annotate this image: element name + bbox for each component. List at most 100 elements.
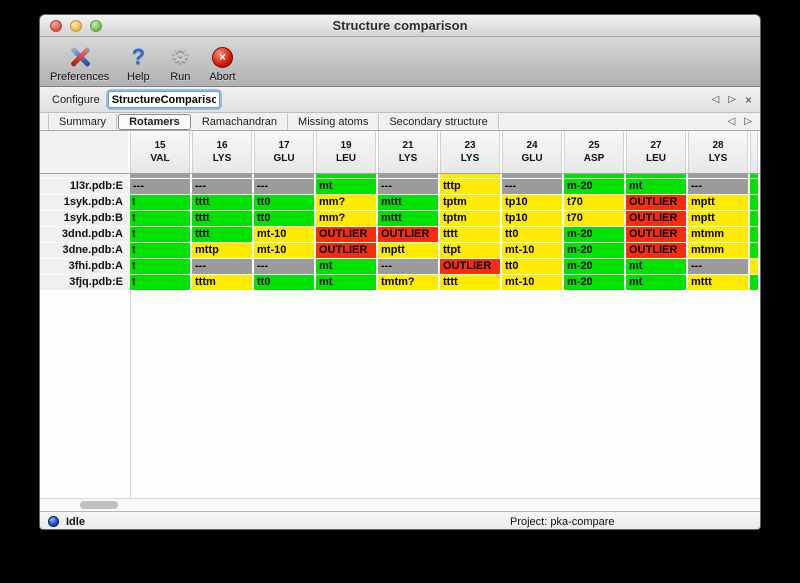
- rotamer-cell[interactable]: ---: [688, 259, 748, 274]
- tab-summary[interactable]: Summary: [48, 113, 118, 130]
- rotamer-cell[interactable]: ---: [378, 179, 438, 194]
- rotamer-cell[interactable]: mt-10: [502, 243, 562, 258]
- rotamer-cell[interactable]: mttt: [378, 211, 438, 226]
- tabs-back-arrow-icon[interactable]: ◁: [727, 115, 736, 127]
- rotamer-cell[interactable]: t: [130, 211, 190, 226]
- column-header[interactable]: 23 LYS: [440, 131, 500, 173]
- rotamer-cell[interactable]: ttpt: [440, 243, 500, 258]
- tab-rotamers[interactable]: Rotamers: [118, 113, 191, 130]
- rotamer-cell[interactable]: mt: [316, 275, 376, 290]
- rotamer-cell[interactable]: t70: [564, 211, 624, 226]
- pane-forward-arrow-icon[interactable]: ▷: [728, 93, 736, 105]
- rotamer-cell[interactable]: tt0: [502, 259, 562, 274]
- rotamer-cell[interactable]: tttt: [192, 195, 252, 210]
- rotamer-cell[interactable]: mt: [316, 259, 376, 274]
- column-header[interactable]: 19 LEU: [316, 131, 376, 173]
- column-header[interactable]: 27 LEU: [626, 131, 686, 173]
- rotamer-cell[interactable]: ---: [130, 179, 190, 194]
- row-label[interactable]: 3dnd.pdb:A: [40, 227, 128, 242]
- rotamer-cell[interactable]: tp10: [502, 211, 562, 226]
- tab-secondary-structure[interactable]: Secondary structure: [379, 113, 499, 130]
- row-label[interactable]: 3fjq.pdb:E: [40, 275, 128, 290]
- column-header[interactable]: 15 VAL: [130, 131, 190, 173]
- rotamer-cell[interactable]: mm?: [316, 211, 376, 226]
- column-header[interactable]: 24 GLU: [502, 131, 562, 173]
- rotamer-cell[interactable]: tttt: [192, 211, 252, 226]
- pane-close-icon[interactable]: ×: [744, 92, 752, 107]
- rotamer-cell[interactable]: t70: [564, 195, 624, 210]
- rotamer-cell[interactable]: tp10: [502, 195, 562, 210]
- rotamer-cell[interactable]: tttt: [192, 227, 252, 242]
- tab-ramachandran[interactable]: Ramachandran: [192, 113, 289, 130]
- toolbar-button-run[interactable]: ⚙ Run: [167, 44, 193, 83]
- pane-back-arrow-icon[interactable]: ◁: [711, 93, 720, 105]
- rotamer-cell[interactable]: OUTLIER: [626, 211, 686, 226]
- rotamer-cell[interactable]: mptt: [688, 211, 748, 226]
- rotamer-cell[interactable]: mttt: [378, 195, 438, 210]
- rotamer-cell[interactable]: t: [130, 275, 190, 290]
- rotamer-cell[interactable]: ---: [502, 179, 562, 194]
- rotamer-cell[interactable]: OUTLIER: [378, 227, 438, 242]
- rotamer-cell[interactable]: t: [130, 243, 190, 258]
- rotamer-cell[interactable]: mt-10: [254, 227, 314, 242]
- rotamer-cell[interactable]: mtmm: [688, 243, 748, 258]
- rotamer-cell[interactable]: mt-10: [254, 243, 314, 258]
- zoom-window-button[interactable]: [90, 20, 102, 32]
- rotamer-cell[interactable]: OUTLIER: [440, 259, 500, 274]
- rotamer-cell[interactable]: mttt: [688, 275, 748, 290]
- rotamer-cell[interactable]: tttt: [440, 227, 500, 242]
- rotamer-cell[interactable]: OUTLIER: [626, 243, 686, 258]
- column-header[interactable]: 16 LYS: [192, 131, 252, 173]
- rotamer-cell[interactable]: ---: [254, 259, 314, 274]
- rotamer-cell[interactable]: m-20: [564, 275, 624, 290]
- rotamer-cell[interactable]: mt: [626, 275, 686, 290]
- tab-missing-atoms[interactable]: Missing atoms: [288, 113, 380, 130]
- rotamer-cell[interactable]: ---: [254, 179, 314, 194]
- column-header[interactable]: 21 LYS: [378, 131, 438, 173]
- rotamer-cell[interactable]: mt: [316, 179, 376, 194]
- rotamer-cell[interactable]: mttp: [192, 243, 252, 258]
- rotamer-cell[interactable]: tttm: [192, 275, 252, 290]
- rotamer-cell[interactable]: tttt: [440, 275, 500, 290]
- rotamer-cell[interactable]: t: [130, 227, 190, 242]
- rotamer-cell[interactable]: mtmm: [688, 227, 748, 242]
- close-window-button[interactable]: [50, 20, 62, 32]
- column-header[interactable]: 25 ASP: [564, 131, 624, 173]
- rotamer-cell[interactable]: tttp: [440, 179, 500, 194]
- rotamer-cell[interactable]: m-20: [564, 259, 624, 274]
- rotamer-cell[interactable]: ---: [378, 259, 438, 274]
- rotamer-cell[interactable]: ---: [192, 179, 252, 194]
- toolbar-button-help[interactable]: ? Help: [125, 44, 151, 83]
- rotamer-cell[interactable]: mm?: [316, 195, 376, 210]
- rotamer-cell[interactable]: tptm: [440, 195, 500, 210]
- horizontal-scrollbar-track[interactable]: [40, 498, 760, 511]
- rotamer-cell[interactable]: tt0: [502, 227, 562, 242]
- rotamer-cell[interactable]: OUTLIER: [316, 227, 376, 242]
- rotamer-cell[interactable]: ---: [192, 259, 252, 274]
- rotamer-cell[interactable]: ---: [688, 179, 748, 194]
- rotamer-cell[interactable]: tt0: [254, 211, 314, 226]
- rotamer-cell[interactable]: OUTLIER: [626, 227, 686, 242]
- rotamer-cell[interactable]: tptm: [440, 211, 500, 226]
- rotamer-cell[interactable]: tt0: [254, 195, 314, 210]
- toolbar-button-abort[interactable]: × Abort: [209, 44, 236, 83]
- rotamer-cell[interactable]: tmtm?: [378, 275, 438, 290]
- row-label[interactable]: 1l3r.pdb:E: [40, 179, 128, 194]
- rotamer-cell[interactable]: tt0: [254, 275, 314, 290]
- column-header[interactable]: 28 LYS: [688, 131, 748, 173]
- column-header[interactable]: 17 GLU: [254, 131, 314, 173]
- rotamer-cell[interactable]: m-20: [564, 227, 624, 242]
- row-label[interactable]: 1syk.pdb:B: [40, 211, 128, 226]
- rotamer-cell[interactable]: mt-10: [502, 275, 562, 290]
- row-label[interactable]: 3dne.pdb:A: [40, 243, 128, 258]
- rotamer-cell[interactable]: mptt: [378, 243, 438, 258]
- rotamer-cell[interactable]: OUTLIER: [316, 243, 376, 258]
- configure-name-input[interactable]: [107, 91, 220, 108]
- rotamer-cell[interactable]: m-20: [564, 243, 624, 258]
- toolbar-button-preferences[interactable]: Preferences: [50, 44, 109, 83]
- rotamer-cell[interactable]: mptt: [688, 195, 748, 210]
- row-label[interactable]: 1syk.pdb:A: [40, 195, 128, 210]
- row-label[interactable]: 3fhi.pdb:A: [40, 259, 128, 274]
- rotamer-cell[interactable]: t: [130, 195, 190, 210]
- rotamer-cell[interactable]: m-20: [564, 179, 624, 194]
